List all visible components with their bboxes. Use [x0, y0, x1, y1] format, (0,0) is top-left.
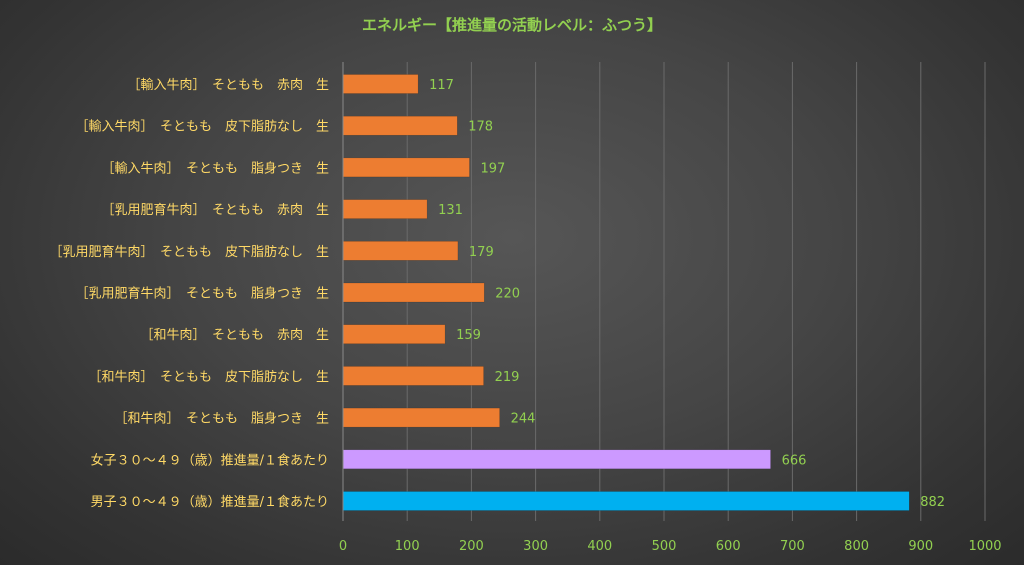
bar-6: [342, 324, 446, 344]
chart-title: エネルギー【推進量の活動レベル：ふつう】: [362, 16, 662, 34]
category-label-5: ［乳用肥育牛肉］ そともも 脂身つき 生: [75, 286, 329, 302]
category-label-10: 男子３０～４９（歳）推進量/１食あたり: [91, 494, 329, 510]
bar-8: [342, 407, 500, 428]
value-label-10: 882: [920, 495, 945, 510]
x-tick-label-100: 100: [395, 539, 420, 554]
x-tick-label-200: 200: [459, 539, 484, 554]
x-tick-label-500: 500: [652, 539, 677, 554]
category-label-9: 女子３０～４９（歳）推進量/１食あたり: [91, 452, 329, 468]
value-label-0: 117: [429, 78, 454, 93]
category-label-6: ［和牛肉］ そともも 赤肉 生: [140, 328, 329, 343]
value-label-5: 220: [495, 287, 520, 302]
bar-3: [342, 199, 428, 219]
bar-1: [342, 115, 458, 136]
category-label-2: ［輸入牛肉］ そともも 脂身つき 生: [101, 160, 329, 176]
category-labels: ［輸入牛肉］ そともも 赤肉 生 ［輸入牛肉］ そともも 皮下脂肪なし 生 ［輸入牛…: [49, 78, 329, 510]
x-tick-label-800: 800: [844, 539, 869, 554]
x-tick-label-600: 600: [716, 539, 741, 554]
bar-7: [342, 366, 484, 386]
value-label-1: 178: [468, 120, 493, 135]
value-label-4: 179: [469, 245, 494, 260]
x-tick-label-1000: 1000: [968, 539, 1001, 554]
bar-2: [342, 157, 470, 178]
x-tick-label-400: 400: [587, 539, 612, 554]
value-label-9: 666: [782, 453, 807, 468]
category-label-8: ［和牛肉］ そともも 脂身つき 生: [114, 411, 329, 427]
bar-9: [342, 449, 771, 470]
x-tick-label-700: 700: [780, 539, 805, 554]
value-label-8: 244: [511, 412, 536, 427]
category-label-0: ［輸入牛肉］ そともも 赤肉 生: [127, 78, 329, 93]
category-label-3: ［乳用肥育牛肉］ そともも 赤肉 生: [101, 202, 329, 218]
value-label-3: 131: [438, 203, 463, 218]
gridlines: [406, 62, 986, 521]
x-tick-label-900: 900: [908, 539, 933, 554]
category-label-4: ［乳用肥育牛肉］ そともも 皮下脂肪なし 生: [49, 244, 329, 260]
value-label-2: 197: [480, 161, 505, 176]
x-tick-label-300: 300: [523, 539, 548, 554]
bar-10: [342, 491, 910, 511]
x-tick-label-0: 0: [339, 539, 347, 554]
value-label-7: 219: [495, 370, 520, 385]
bar-4: [342, 241, 459, 261]
category-label-7: ［和牛肉］ そともも 皮下脂肪なし 生: [88, 369, 329, 385]
x-axis: 0 100 200 300 400 500 600 700 800 900 1000: [339, 62, 1002, 554]
bars: [342, 74, 910, 511]
value-label-6: 159: [456, 328, 481, 343]
data-labels: 117 178 197 131 179 220 159 219 244 666 882: [429, 78, 945, 510]
bar-0: [342, 74, 419, 94]
category-label-1: ［輸入牛肉］ そともも 皮下脂肪なし 生: [75, 119, 329, 135]
bar-5: [342, 282, 485, 303]
